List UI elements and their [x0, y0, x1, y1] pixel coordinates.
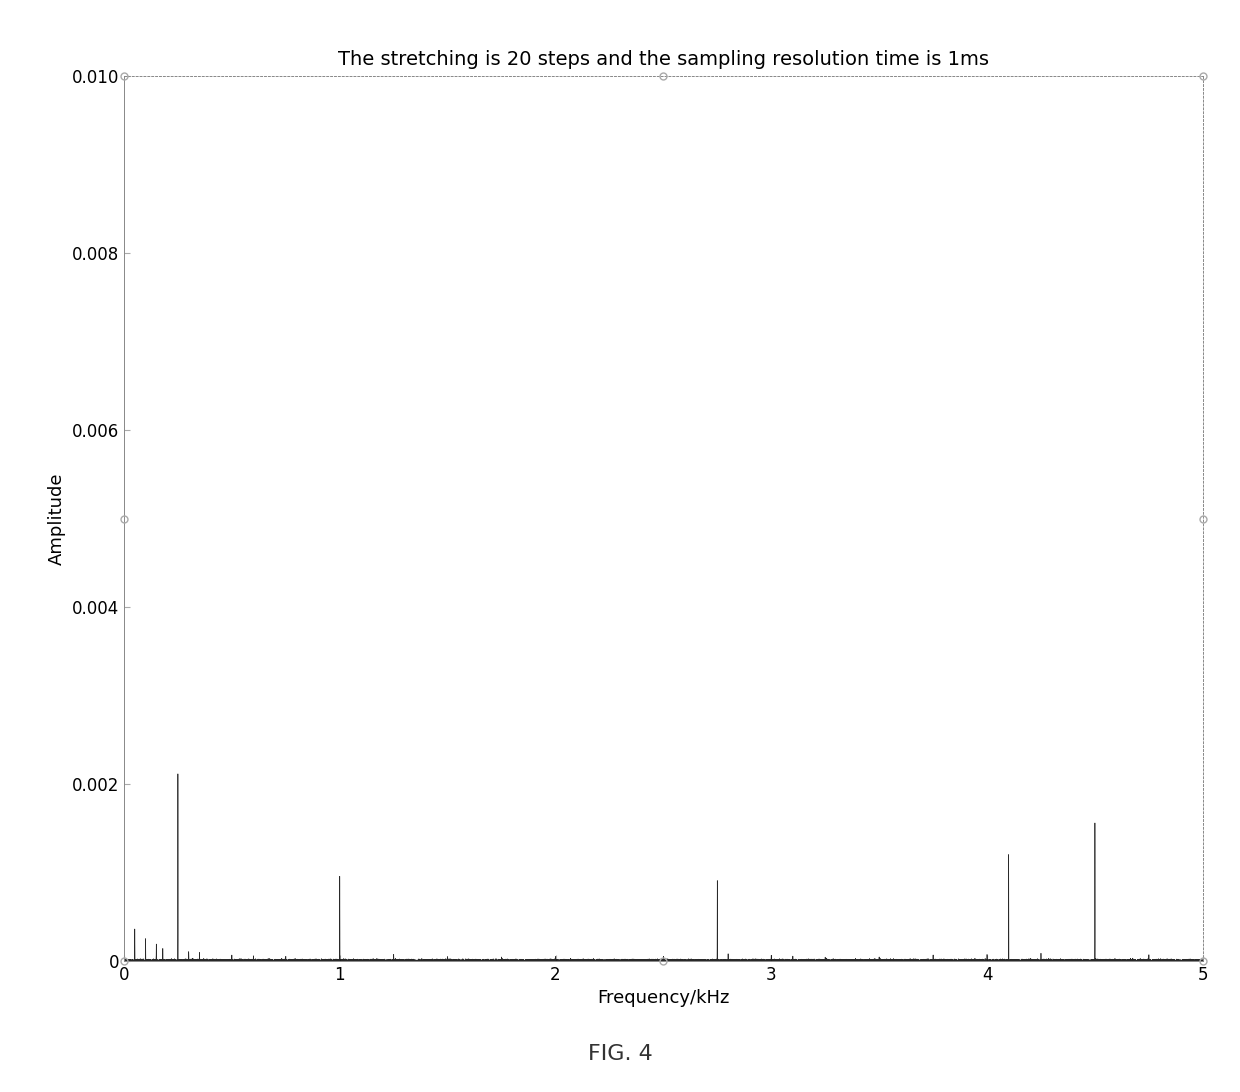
Title: The stretching is 20 steps and the sampling resolution time is 1ms: The stretching is 20 steps and the sampl…	[337, 50, 990, 69]
X-axis label: Frequency/kHz: Frequency/kHz	[598, 989, 729, 1008]
Text: FIG. 4: FIG. 4	[588, 1044, 652, 1064]
Y-axis label: Amplitude: Amplitude	[48, 473, 66, 565]
